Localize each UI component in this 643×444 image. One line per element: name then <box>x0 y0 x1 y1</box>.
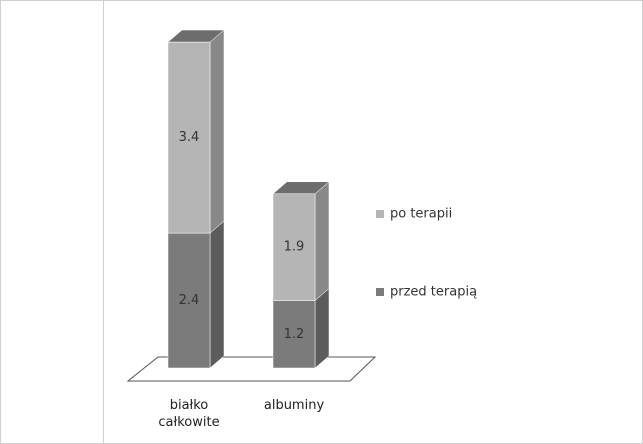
bar <box>272 193 316 301</box>
bar <box>167 232 211 369</box>
legend-swatch <box>376 288 384 296</box>
value-label: 3.4 <box>179 130 200 145</box>
value-label: 2.4 <box>179 293 200 308</box>
bar-top <box>272 181 330 195</box>
legend-label: po terapii <box>390 207 452 222</box>
bar <box>272 300 316 369</box>
bar-top <box>167 29 225 43</box>
bar <box>167 41 211 234</box>
bar-side <box>209 29 225 234</box>
value-label: 1.9 <box>284 240 305 255</box>
bar-side <box>209 220 225 369</box>
bar-side <box>314 288 330 369</box>
value-label: 1.2 <box>284 327 305 342</box>
floor <box>126 356 377 382</box>
legend-label: przed terapią <box>390 285 477 300</box>
x-tick-label: albuminy <box>263 398 325 413</box>
legend-swatch <box>376 210 384 218</box>
bar-side <box>314 181 330 302</box>
x-tick-label: białko całkowite <box>158 398 220 430</box>
